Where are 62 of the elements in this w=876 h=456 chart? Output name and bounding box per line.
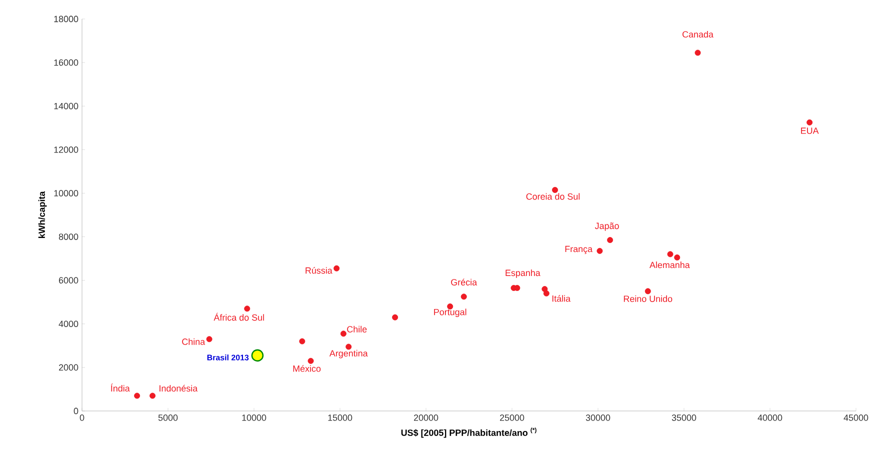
annotation: Argentina (329, 350, 368, 358)
x-tick-label: 40000 (758, 414, 782, 421)
y-tick-label: 0 (74, 408, 78, 414)
point (244, 306, 250, 312)
point (607, 237, 614, 244)
annotation: Alemanha (650, 262, 690, 268)
point (667, 251, 674, 258)
point (308, 358, 314, 364)
point (340, 330, 346, 337)
y-tick-label: 6000 (58, 277, 78, 284)
x-tick-label: 35000 (672, 414, 696, 421)
x-tick-label: 45000 (844, 414, 868, 421)
y-tick-label: 18000 (54, 16, 78, 22)
x-tick-label: 20000 (414, 414, 438, 421)
annotation: EUA (801, 128, 819, 134)
annotation: Portugal (434, 308, 466, 318)
point (206, 336, 212, 342)
x-tick-label: 10000 (242, 414, 266, 421)
y-tick-label: 16000 (54, 59, 78, 66)
y-axis-title: kWh/capita (38, 191, 47, 238)
annotation: Rússia (306, 266, 332, 274)
annotation: Índia (111, 384, 130, 392)
y-tick-label: 8000 (58, 234, 78, 240)
point (392, 314, 398, 320)
annotation: Indonésia (160, 384, 198, 392)
annotation: Chile (347, 326, 367, 332)
annotation: Reino Unido (624, 295, 672, 302)
annotation: Canada (682, 30, 714, 38)
annotation: França (565, 246, 593, 254)
y-tick-label: 2000 (58, 364, 78, 371)
x-tick-label: 25000 (500, 414, 524, 421)
point (150, 392, 156, 399)
annotation: Coreia do Sul (526, 193, 580, 200)
annotation: Grécia (451, 278, 478, 286)
point (346, 344, 352, 350)
point (694, 50, 701, 56)
annotation: México (293, 365, 321, 372)
annotation: China (182, 338, 206, 345)
point (334, 265, 340, 272)
point (806, 119, 813, 126)
y-tick-label: 10000 (54, 190, 78, 196)
point (543, 290, 550, 296)
annotation: Espanha (506, 269, 540, 278)
x-tick-label: 5000 (158, 414, 178, 421)
x-axis-title: US$ [2005] PPP/habitante/ano $^{(*)}$ (401, 428, 536, 438)
y-tick-label: 14000 (54, 102, 78, 110)
point (460, 294, 467, 300)
annotation: África do Sul (214, 312, 264, 321)
point (251, 349, 264, 362)
x-tick-label: 30000 (586, 414, 610, 421)
x-tick-label: 15000 (328, 414, 352, 421)
y-tick-label: 12000 (54, 146, 78, 153)
x-tick-label: 0 (80, 414, 84, 421)
point (644, 288, 651, 294)
point (596, 248, 603, 254)
point (299, 338, 306, 344)
y-tick-label: 4000 (58, 320, 78, 328)
point (674, 254, 680, 260)
point (552, 186, 558, 193)
annotation: Japão (594, 222, 619, 231)
point (134, 392, 140, 399)
annotation: Itália (552, 295, 571, 302)
